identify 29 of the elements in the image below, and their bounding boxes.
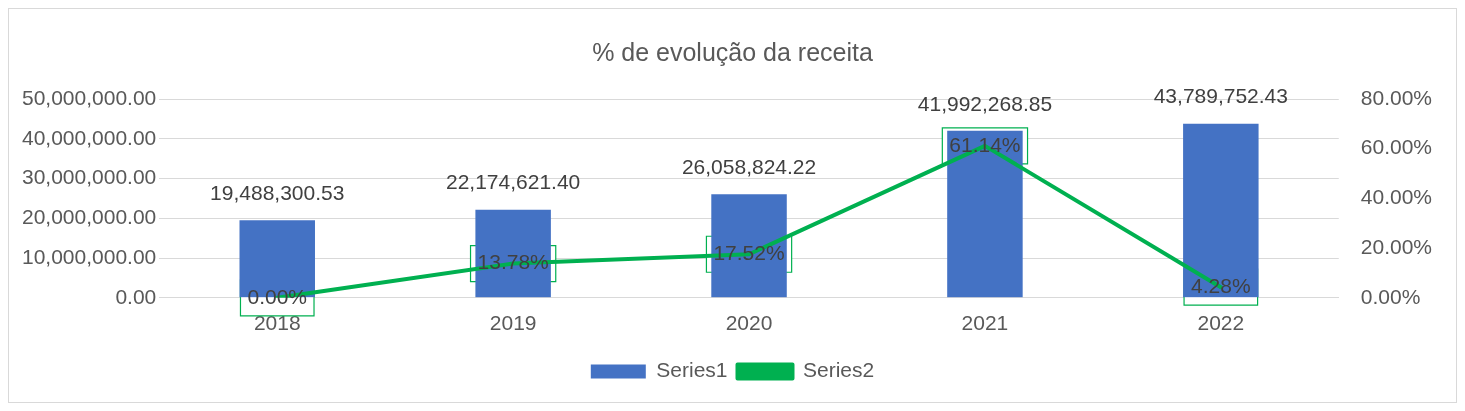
data-label: 19,488,300.53: [210, 181, 345, 205]
data-label: 41,992,268.85: [917, 91, 1053, 115]
bar: [1183, 123, 1259, 298]
y2-tick-label: 0.00%: [1360, 284, 1421, 308]
chart-title: % de evolução da receita: [592, 37, 873, 66]
x-tick-label: 2022: [1197, 311, 1245, 335]
data-label: 4.28%: [1191, 273, 1251, 297]
y2-tick-label: 60.00%: [1360, 135, 1433, 159]
y-tick-label: 30,000,000.00: [22, 165, 157, 189]
x-tick-label: 2021: [961, 311, 1009, 335]
data-label: 43,789,752.43: [1153, 84, 1288, 108]
data-label: 61.14%: [949, 132, 1021, 156]
y-tick-label: 20,000,000.00: [22, 205, 157, 229]
x-tick-label: 2020: [725, 311, 773, 335]
y2-tick-label: 80.00%: [1360, 85, 1433, 109]
y-tick-label: 0.00: [115, 284, 157, 308]
data-label: 22,174,621.40: [445, 170, 581, 194]
y-tick-label: 40,000,000.00: [22, 125, 157, 149]
y-tick-label: 10,000,000.00: [22, 244, 157, 268]
legend-label: Series2: [803, 358, 875, 382]
data-label: 0.00%: [247, 284, 308, 308]
x-tick-label: 2019: [489, 311, 537, 335]
x-tick-label: 2018: [253, 311, 301, 335]
y-tick-label: 50,000,000.00: [22, 85, 157, 109]
y2-tick-label: 40.00%: [1360, 185, 1433, 209]
y2-tick-label: 20.00%: [1360, 234, 1433, 258]
legend-label: Series1: [656, 358, 728, 382]
bar: [947, 130, 1023, 298]
data-label: 26,058,824.22: [681, 154, 817, 178]
